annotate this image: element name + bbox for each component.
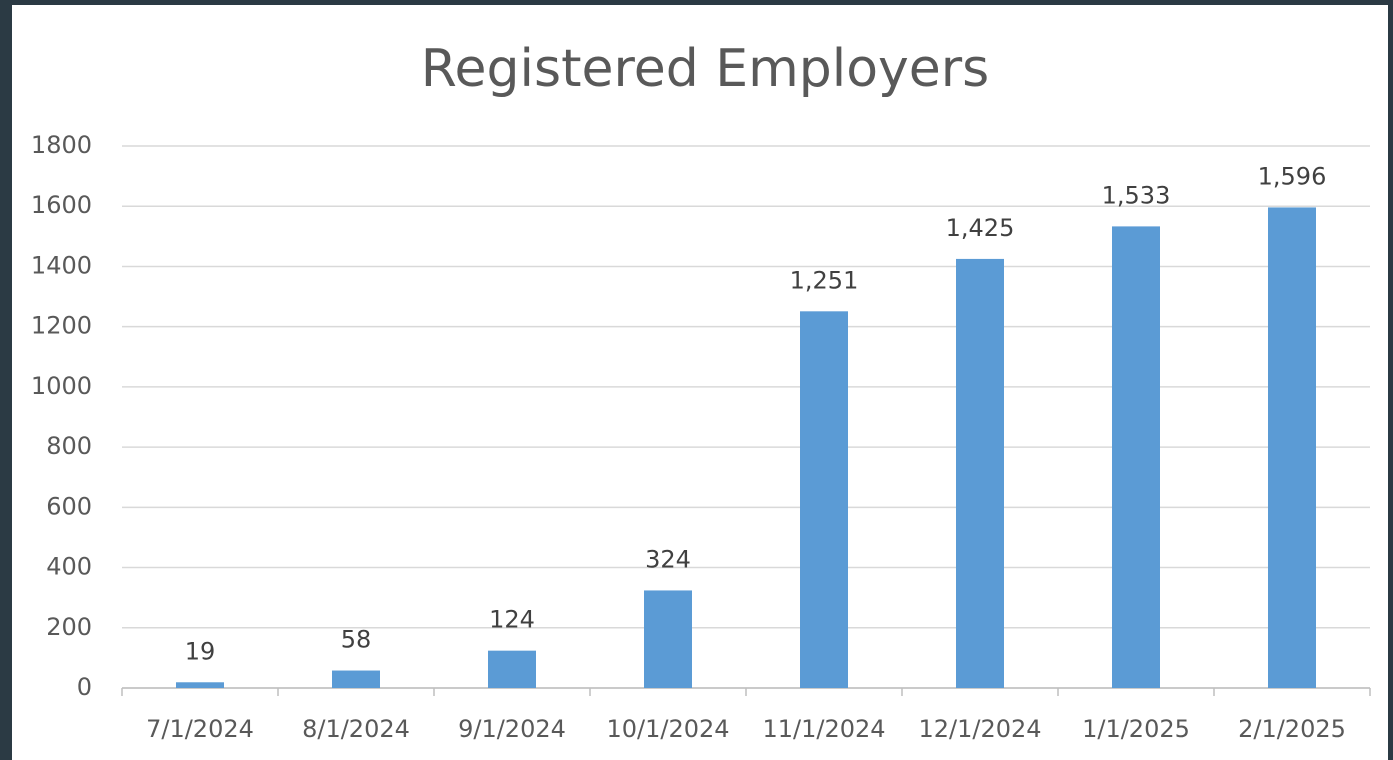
y-tick-label: 800 [46, 432, 92, 460]
bar [176, 682, 224, 688]
y-tick-label: 0 [77, 673, 92, 701]
data-label: 1,425 [946, 214, 1015, 242]
y-tick-label: 1400 [31, 251, 92, 279]
y-tick-label: 1200 [31, 312, 92, 340]
bar [1112, 226, 1160, 688]
data-label: 58 [341, 626, 372, 654]
y-tick-label: 200 [46, 613, 92, 641]
data-label: 324 [645, 545, 691, 573]
chart-background [12, 5, 1388, 760]
bar [1268, 207, 1316, 688]
x-tick-label: 1/1/2025 [1082, 715, 1190, 743]
chart-title: Registered Employers [421, 39, 990, 99]
bar [488, 650, 536, 688]
data-label: 124 [489, 606, 535, 634]
x-tick-label: 12/1/2024 [918, 715, 1041, 743]
x-tick-label: 11/1/2024 [762, 715, 885, 743]
y-tick-label: 1800 [31, 131, 92, 159]
x-tick-label: 9/1/2024 [458, 715, 566, 743]
x-tick-label: 8/1/2024 [302, 715, 410, 743]
y-tick-label: 600 [46, 492, 92, 520]
bar [332, 670, 380, 688]
bar [800, 311, 848, 688]
y-tick-label: 400 [46, 553, 92, 581]
x-tick-label: 10/1/2024 [606, 715, 729, 743]
x-tick-label: 7/1/2024 [146, 715, 254, 743]
x-tick-label: 2/1/2025 [1238, 715, 1346, 743]
bar [956, 258, 1004, 688]
data-label: 1,596 [1258, 162, 1327, 190]
bar [644, 590, 692, 688]
data-label: 1,251 [790, 266, 859, 294]
y-tick-label: 1000 [31, 372, 92, 400]
data-label: 1,533 [1102, 181, 1171, 209]
data-label: 19 [185, 637, 216, 665]
y-tick-label: 1600 [31, 191, 92, 219]
